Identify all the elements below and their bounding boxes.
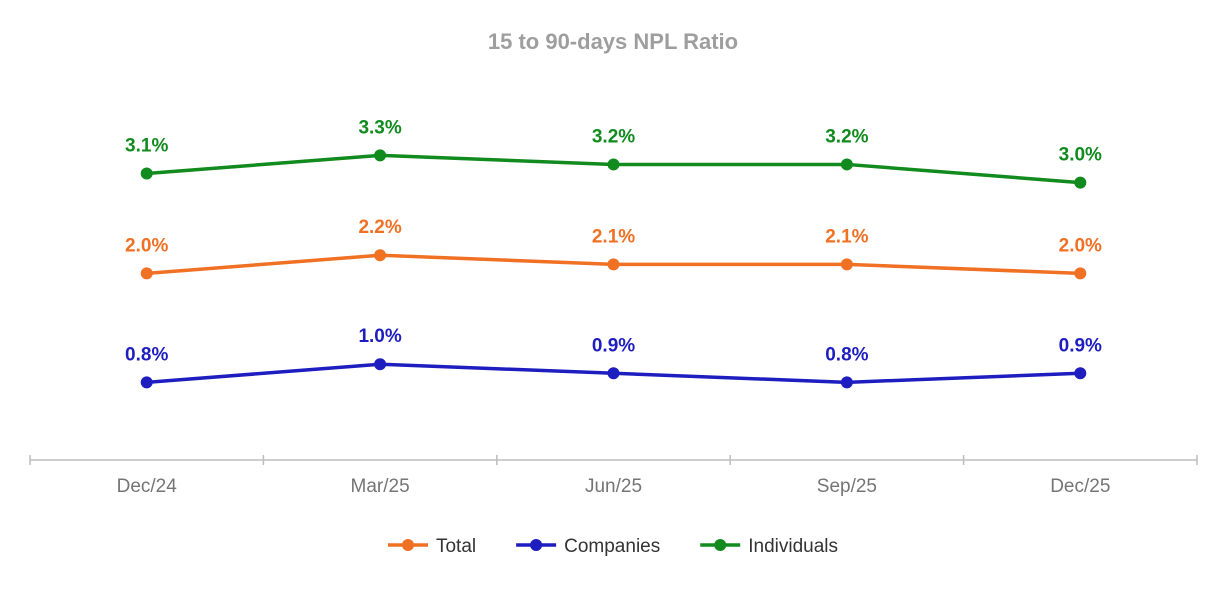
- data-label-individuals: 3.0%: [1059, 145, 1102, 166]
- data-point-companies: [840, 376, 853, 389]
- series-layer: 2.0% 2.2% 2.1% 2.1% 2.0% 0.8% 1.0% 0.9% 0.8% 0.9%…: [125, 117, 1102, 389]
- legend-swatch-marker: [530, 539, 543, 551]
- data-point-companies: [607, 367, 620, 380]
- series-companies: 0.8% 1.0% 0.9% 0.8% 0.9%: [125, 326, 1102, 389]
- legend-label: Companies: [564, 536, 660, 557]
- data-label-total: 2.0%: [125, 235, 168, 256]
- x-tick-label-dec-25: Dec/25: [1050, 476, 1110, 497]
- data-point-individuals: [374, 149, 387, 162]
- x-tick-label-sep-25: Sep/25: [817, 476, 877, 497]
- data-label-total: 2.1%: [592, 226, 635, 247]
- data-point-individuals: [840, 158, 853, 171]
- data-point-total: [607, 258, 620, 271]
- series-total: 2.0% 2.2% 2.1% 2.1% 2.0%: [125, 217, 1102, 280]
- legend-swatch-marker: [401, 539, 414, 551]
- data-label-companies: 0.9%: [592, 335, 635, 356]
- chart-title: 15 to 90-days NPL Ratio: [488, 29, 738, 54]
- data-label-total: 2.2%: [358, 217, 401, 238]
- data-label-individuals: 3.2%: [592, 126, 635, 147]
- data-point-individuals: [140, 167, 153, 180]
- data-label-companies: 0.8%: [125, 344, 168, 365]
- data-point-companies: [140, 376, 153, 389]
- data-label-individuals: 3.3%: [358, 117, 401, 138]
- data-point-total: [140, 267, 153, 280]
- legend-item-individuals: Individuals: [700, 536, 838, 557]
- data-point-total: [374, 249, 387, 262]
- legend-label: Total: [436, 536, 476, 557]
- data-point-total: [1074, 267, 1087, 280]
- x-tick-label-dec-24: Dec/24: [117, 476, 178, 497]
- legend-swatch-marker: [714, 539, 727, 551]
- data-point-individuals: [1074, 176, 1087, 189]
- series-individuals: 3.1% 3.3% 3.2% 3.2% 3.0%: [125, 117, 1102, 189]
- data-point-total: [840, 258, 853, 271]
- x-axis: Dec/24 Mar/25 Jun/25 Sep/25 Dec/25: [29, 455, 1198, 497]
- x-tick-label-mar-25: Mar/25: [351, 476, 410, 497]
- data-point-individuals: [607, 158, 620, 171]
- data-point-companies: [1074, 367, 1087, 380]
- data-label-companies: 0.9%: [1059, 335, 1102, 356]
- data-label-total: 2.0%: [1059, 235, 1102, 256]
- legend-item-companies: Companies: [516, 536, 660, 557]
- x-tick-label-jun-25: Jun/25: [585, 476, 642, 497]
- data-point-companies: [374, 358, 387, 371]
- data-label-companies: 1.0%: [358, 326, 401, 347]
- data-label-companies: 0.8%: [825, 344, 868, 365]
- data-label-total: 2.1%: [825, 226, 868, 247]
- legend-label: Individuals: [748, 536, 838, 557]
- legend-item-total: Total: [387, 536, 476, 557]
- data-label-individuals: 3.2%: [825, 126, 868, 147]
- legend: Total Companies Individuals: [387, 536, 838, 557]
- data-label-individuals: 3.1%: [125, 136, 168, 157]
